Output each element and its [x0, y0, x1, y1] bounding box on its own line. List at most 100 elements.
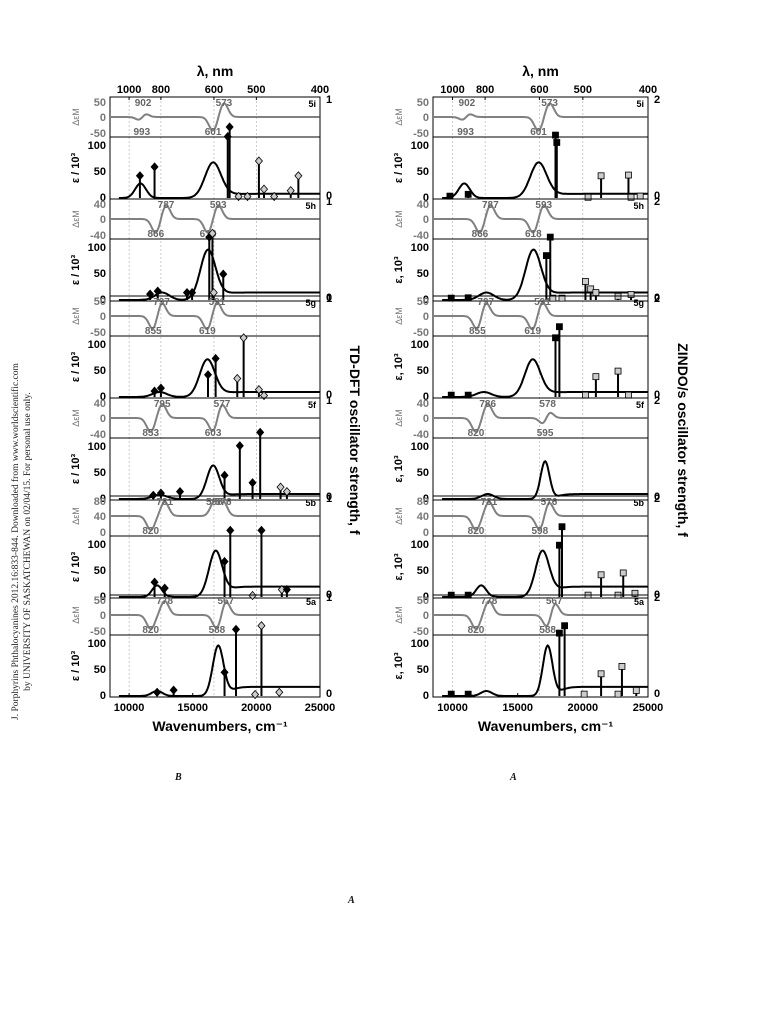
- left-abs-tick-label: 0: [100, 690, 106, 702]
- left-cd-annotation: 573: [216, 98, 233, 109]
- left-abs-axis-label: ε / 10³: [70, 153, 82, 184]
- left-cd-tick-label: 0: [100, 214, 106, 226]
- right-abs-tick-label: 100: [411, 539, 429, 551]
- left-cd-annotation: 778: [156, 596, 173, 607]
- left-cd-tick-label: 50: [94, 595, 106, 607]
- right-stick-marker: [552, 334, 559, 342]
- left-stick-marker: [248, 590, 257, 601]
- right-abs-tick-label: 50: [417, 166, 429, 178]
- right-cd-annotation: 567: [546, 596, 563, 607]
- left-abs-tick-label: 50: [94, 365, 106, 377]
- right-abs-tick-label: 0: [423, 493, 429, 505]
- left-cd-tick-label: -50: [90, 327, 106, 339]
- right-cd-trace: [433, 301, 648, 331]
- right-stick-marker: [625, 391, 632, 399]
- left-cd-annotation: 591: [209, 297, 226, 308]
- left-x-axis-title: Wavenumbers, cm⁻¹: [152, 718, 288, 734]
- left-osc-tick-label: 0: [326, 389, 332, 401]
- right-top-tick-label: 500: [574, 84, 592, 96]
- right-stick-marker: [552, 131, 559, 139]
- left-abs-curve: [118, 161, 320, 199]
- left-cd-tick-label: 0: [100, 112, 106, 124]
- left-cd-annotation: 601: [205, 127, 222, 138]
- right-cd-axis-label: ΔεM: [394, 108, 404, 126]
- right-abs-tick-label: 50: [417, 365, 429, 377]
- left-sample-label: 5f: [308, 400, 317, 410]
- right-cd-tick-label: -50: [413, 327, 429, 339]
- right-cd-tick-label: 0: [423, 311, 429, 323]
- right-top-tick-label: 1000: [440, 84, 464, 96]
- left-cd-tick-label: -40: [90, 230, 106, 242]
- right-cd-annotation: 598: [532, 526, 549, 537]
- right-cd-tick-label: 0: [423, 527, 429, 539]
- left-osc-tick-label: 0: [326, 491, 332, 503]
- right-stick-marker: [464, 190, 472, 198]
- left-stick-marker: [169, 685, 178, 695]
- right-stick-marker: [464, 294, 472, 302]
- right-abs-tick-label: 0: [423, 690, 429, 702]
- left-stick-marker: [160, 583, 169, 593]
- left-osc-tick-label: 0: [326, 589, 332, 601]
- right-cd-annotation: 855: [469, 326, 486, 337]
- right-cd-axis-label: ΔεM: [394, 307, 404, 325]
- download-note-text: J. Porphyrins Phthalocyanines 2012.16:83…: [10, 363, 34, 720]
- left-cd-annotation: 588: [209, 625, 226, 636]
- right-cd-annotation: 593: [535, 200, 552, 211]
- left-cd-tick-label: -50: [90, 128, 106, 140]
- right-abs-frame: [432, 535, 649, 599]
- left-sample-label: 5g: [305, 298, 316, 308]
- right-stick-marker: [627, 291, 635, 298]
- right-cd-tick-label: -50: [413, 626, 429, 638]
- right-bottom-tick-label: 25000: [633, 702, 664, 714]
- left-sample-label: 5b: [305, 498, 316, 508]
- left-osc-tick-label: 1: [326, 592, 332, 604]
- right-abs-tick-label: 100: [411, 242, 429, 254]
- left-cd-tick-label: 50: [94, 97, 106, 109]
- right-cd-tick-label: -40: [413, 429, 429, 441]
- left-stick-marker: [135, 171, 144, 181]
- right-cd-trace: [433, 600, 648, 630]
- left-stick-marker: [286, 185, 295, 196]
- right-stick-marker: [597, 571, 605, 579]
- left-stick-marker: [208, 228, 217, 239]
- left-abs-tick-label: 0: [100, 493, 106, 505]
- right-osc-tick-label: 0: [654, 190, 660, 202]
- right-stick-marker: [447, 294, 455, 302]
- left-stick-marker: [220, 470, 229, 480]
- left-cd-trace: [110, 403, 320, 433]
- right-abs-frame: [432, 437, 649, 501]
- right-osc-tick-label: 2: [654, 395, 660, 407]
- right-cd-annotation: 993: [457, 127, 474, 138]
- right-abs-axis-label: ε, 10³: [393, 553, 405, 581]
- right-cd-tick-label: 40: [417, 199, 429, 211]
- right-stick-marker: [584, 193, 592, 201]
- left-stick-marker: [259, 184, 269, 194]
- left-cd-annotation: 820: [142, 526, 159, 537]
- left-top-axis-title: λ, nm: [197, 63, 234, 79]
- right-cd-axis-label: ΔεM: [394, 210, 404, 228]
- left-stick-marker: [275, 687, 284, 697]
- left-top-tick-label: 600: [205, 84, 223, 96]
- left-stick-marker: [203, 370, 213, 380]
- right-abs-curve: [442, 248, 648, 301]
- left-cd-axis-label: ΔεM: [71, 507, 81, 525]
- left-stick-marker: [156, 488, 165, 498]
- right-abs-tick-label: 50: [417, 664, 429, 676]
- left-stick-marker: [188, 287, 197, 298]
- right-cd-annotation: 820: [468, 428, 485, 439]
- left-cd-axis-label: ΔεM: [71, 210, 81, 228]
- left-cd-tick-label: 80: [94, 496, 106, 508]
- left-abs-tick-label: 0: [100, 192, 106, 204]
- right-cd-annotation: 578: [539, 399, 556, 410]
- left-osc-tick-label: 1: [326, 395, 332, 407]
- right-stick-marker: [561, 622, 569, 630]
- download-note-line-2: by UNIVERSITY OF SASKATCHEWAN on 02/04/1…: [23, 392, 33, 691]
- right-stick-marker: [597, 172, 605, 180]
- right-sample-label: 5g: [633, 298, 644, 308]
- right-abs-tick-label: 50: [417, 268, 429, 280]
